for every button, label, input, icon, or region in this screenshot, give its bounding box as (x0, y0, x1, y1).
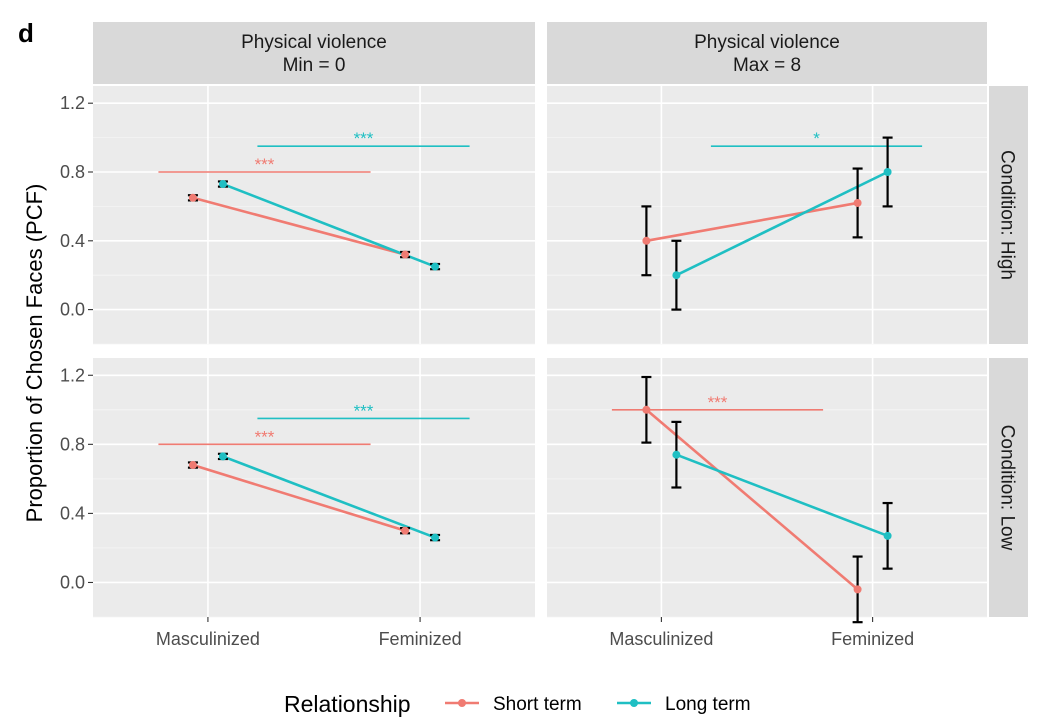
data-point (642, 236, 651, 245)
data-point (853, 585, 862, 594)
panel-background (547, 358, 987, 617)
panel-data: *** *** (158, 129, 470, 271)
facet-strip-right (989, 86, 1028, 344)
legend-label: Short term (493, 694, 582, 715)
significance-label: *** (354, 129, 374, 148)
x-tick-label: Masculinized (609, 629, 713, 649)
legend: Relationship Short term Long term (284, 691, 751, 717)
x-tick-label: Feminized (831, 629, 914, 649)
legend-label: Long term (665, 694, 751, 715)
data-point (853, 198, 862, 207)
significance-label: * (813, 129, 820, 148)
data-point (883, 531, 892, 540)
series-line (645, 408, 859, 591)
legend-key-point (630, 699, 638, 707)
significance-label: *** (708, 393, 728, 412)
series-line (222, 182, 436, 268)
panel-background (93, 86, 535, 344)
facet-title-line1: Physical violence (694, 32, 840, 53)
significance-label: *** (255, 427, 275, 446)
legend-key-point (458, 699, 466, 707)
series-line (192, 463, 406, 532)
facet-strip-top (547, 22, 987, 84)
data-point (188, 193, 197, 202)
panel-background (93, 358, 535, 617)
series-line (646, 201, 858, 243)
data-point (672, 271, 681, 280)
data-point (218, 452, 227, 461)
data-point (401, 250, 410, 259)
series-line (192, 196, 406, 256)
series-line (675, 170, 889, 277)
y-tick-label: 0.8 (60, 162, 85, 182)
facet-title-line2: Min = 0 (283, 55, 346, 76)
data-point (188, 461, 197, 470)
panel-data: *** *** (158, 401, 470, 542)
data-point (883, 168, 892, 176)
y-tick-label: 0.0 (60, 300, 85, 320)
facet-strip-top (93, 22, 535, 84)
x-tick-label: Feminized (379, 629, 462, 649)
facet-strip-right (989, 358, 1028, 617)
y-tick-label: 1.2 (60, 365, 85, 385)
data-point (431, 262, 440, 271)
y-tick-label: 0.4 (60, 231, 85, 251)
legend-items: Short term Long term (445, 694, 751, 715)
x-tick-label: Masculinized (156, 629, 260, 649)
series-line (675, 453, 889, 538)
data-point (672, 450, 681, 459)
data-point (218, 180, 227, 189)
data-point (431, 533, 440, 542)
y-tick-label: 0.0 (60, 572, 85, 592)
facet-row-label: Condition: High (997, 150, 1018, 280)
y-tick-label: 1.2 (60, 93, 85, 113)
facet-title-line2: Max = 8 (733, 55, 801, 76)
series-line (222, 455, 436, 539)
y-tick-label: 0.8 (60, 434, 85, 454)
significance-label: *** (354, 401, 374, 420)
panel-data: *** (611, 375, 893, 624)
y-tick-label: 0.4 (60, 503, 85, 523)
data-point (642, 405, 651, 414)
figure-tag: d (18, 18, 34, 48)
facet-title-line1: Physical violence (241, 32, 387, 53)
data-point (401, 526, 410, 535)
legend-title: Relationship (284, 691, 411, 717)
panel-background (547, 86, 987, 344)
facet-row-label: Condition: Low (997, 425, 1018, 551)
y-axis-title: Proportion of Chosen Faces (PCF) (22, 184, 47, 523)
panel-data: * (641, 129, 923, 311)
significance-label: *** (255, 155, 275, 174)
